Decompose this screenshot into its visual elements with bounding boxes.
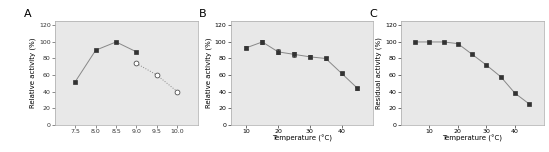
Text: C: C: [369, 9, 377, 19]
Y-axis label: Relative activity (%): Relative activity (%): [205, 38, 212, 108]
Y-axis label: Residual activity (%): Residual activity (%): [376, 37, 382, 109]
Text: A: A: [24, 9, 31, 19]
Y-axis label: Relative activity (%): Relative activity (%): [30, 38, 36, 108]
X-axis label: Temperature (°C): Temperature (°C): [442, 135, 502, 142]
Text: B: B: [199, 9, 207, 19]
X-axis label: Temperature (°C): Temperature (°C): [272, 135, 332, 142]
